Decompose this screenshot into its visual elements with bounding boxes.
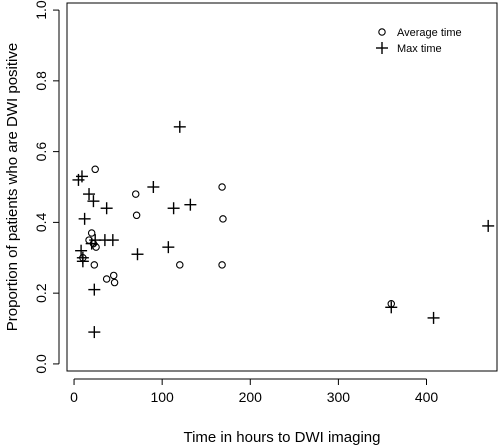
average-time-point bbox=[218, 261, 226, 269]
x-tick-label: 0 bbox=[70, 389, 78, 405]
max-time-point bbox=[88, 326, 101, 339]
max-time-point bbox=[88, 283, 101, 296]
y-tick-label: 0.2 bbox=[33, 283, 49, 303]
max-time-point bbox=[147, 181, 160, 193]
average-time-point bbox=[109, 271, 118, 280]
max-time-point bbox=[75, 170, 88, 183]
max-time-point bbox=[184, 198, 197, 211]
y-tick-label: 0.0 bbox=[33, 354, 49, 374]
y-tick-label: 1.0 bbox=[33, 0, 49, 20]
average-time-point bbox=[110, 278, 119, 287]
average-time-point bbox=[218, 183, 226, 191]
plot-frame bbox=[66, 2, 498, 372]
x-tick-label: 100 bbox=[150, 389, 174, 405]
average-time-point bbox=[219, 215, 227, 223]
legend: Average time Max time bbox=[376, 27, 462, 55]
y-tick-label: 0.8 bbox=[33, 71, 49, 91]
max-time-point bbox=[162, 241, 175, 254]
x-tick-label: 200 bbox=[239, 389, 263, 405]
x-axis-title: Time in hours to DWI imaging bbox=[183, 429, 380, 446]
x-axis: 0 100 200 300 400 bbox=[70, 378, 439, 405]
max-time-point bbox=[173, 120, 186, 133]
x-tick-label: 400 bbox=[415, 389, 439, 405]
y-tick-label: 0.6 bbox=[33, 142, 49, 162]
max-time-point bbox=[87, 195, 100, 208]
average-time-point bbox=[87, 229, 96, 237]
max-time-point bbox=[100, 202, 113, 215]
average-time-point bbox=[102, 275, 111, 283]
average-time-point bbox=[90, 261, 99, 269]
max-time-point bbox=[167, 202, 180, 215]
legend-plus-icon bbox=[376, 42, 388, 54]
x-tick-label: 300 bbox=[327, 389, 351, 405]
legend-label: Max time bbox=[397, 43, 442, 55]
max-time-point bbox=[106, 234, 119, 247]
y-axis-title: Proportion of patients who are DWI posit… bbox=[4, 43, 21, 331]
data-points bbox=[72, 120, 495, 339]
max-time-point bbox=[131, 248, 144, 261]
max-time-point bbox=[78, 212, 91, 225]
y-tick-label: 0.4 bbox=[33, 212, 49, 232]
legend-circle-icon bbox=[378, 28, 386, 36]
max-time-point bbox=[75, 244, 88, 257]
average-time-point bbox=[132, 211, 141, 220]
y-axis: 0.0 0.2 0.4 0.6 0.8 1.0 bbox=[33, 0, 60, 374]
max-time-point bbox=[83, 188, 96, 201]
average-time-point bbox=[91, 165, 99, 174]
average-time-point bbox=[176, 261, 184, 269]
legend-label: Average time bbox=[397, 27, 462, 39]
max-time-point bbox=[482, 219, 495, 232]
max-time-point bbox=[385, 301, 398, 314]
average-time-point bbox=[131, 190, 140, 198]
max-time-point bbox=[427, 311, 440, 324]
max-time-point bbox=[76, 251, 89, 264]
